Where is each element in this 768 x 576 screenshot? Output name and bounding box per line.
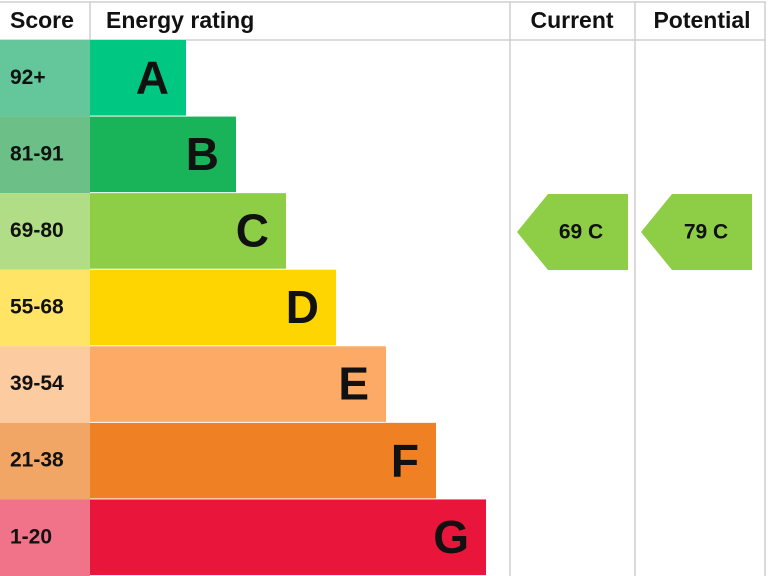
band-letter: C (236, 205, 269, 257)
score-label: 1-20 (10, 525, 52, 548)
potential-arrow (641, 194, 752, 270)
score-label: 21-38 (10, 449, 64, 472)
potential-label: 79 C (684, 221, 728, 244)
score-cell (0, 193, 90, 270)
score-label: 55-68 (10, 296, 64, 319)
band-letter: A (136, 51, 169, 103)
band-bar (90, 422, 436, 499)
band-bar (90, 499, 486, 575)
band-bar (90, 193, 286, 269)
band-letter: G (433, 511, 469, 563)
score-cell (0, 422, 90, 500)
header-potential: Potential (653, 7, 750, 33)
band-bar (90, 269, 336, 346)
header-score: Score (10, 7, 74, 33)
score-label: 69-80 (10, 219, 64, 242)
rows: 92+ A 81-91 B 69-80 C 55-68 D 39-54 E 21-38 F 1-20 G (0, 40, 486, 576)
score-cell (0, 269, 90, 347)
band-letter: B (186, 128, 219, 180)
header-current: Current (530, 7, 613, 33)
score-label: 92+ (10, 66, 46, 89)
current-arrow (517, 194, 628, 270)
band-bar (90, 40, 186, 116)
band-letter: D (286, 281, 319, 333)
band-letter: E (338, 358, 369, 410)
band-letter: F (391, 434, 419, 486)
current-label: 69 C (559, 221, 603, 244)
score-cell (0, 499, 90, 576)
band-bar (90, 346, 386, 422)
score-cell (0, 346, 90, 423)
score-label: 39-54 (10, 372, 64, 395)
band-bar (90, 116, 236, 193)
header-rating: Energy rating (106, 7, 254, 33)
score-label: 81-91 (10, 142, 64, 165)
score-cell (0, 40, 90, 117)
score-cell (0, 116, 90, 194)
